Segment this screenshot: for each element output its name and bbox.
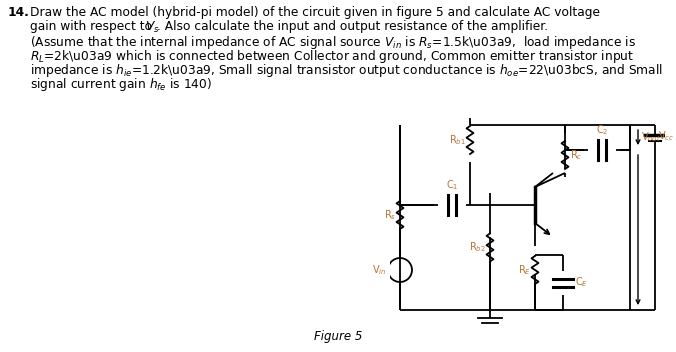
Text: impedance is $h_{ie}$=1.2k\u03a9, Small signal transistor output conductance is : impedance is $h_{ie}$=1.2k\u03a9, Small …: [30, 62, 663, 79]
Text: V$_{in}$: V$_{in}$: [372, 263, 386, 277]
Text: V$_{cc}$: V$_{cc}$: [658, 129, 674, 143]
Text: C$_E$: C$_E$: [575, 276, 588, 289]
Text: C$_1$: C$_1$: [445, 178, 458, 192]
Text: $R_L$=2k\u03a9 which is connected between Collector and ground, Common emitter t: $R_L$=2k\u03a9 which is connected betwee…: [30, 48, 634, 65]
Text: C$_2$: C$_2$: [596, 123, 608, 137]
Text: Draw the AC model (hybrid-pi model) of the circuit given in figure 5 and calcula: Draw the AC model (hybrid-pi model) of t…: [30, 6, 600, 19]
Text: R$_{b1}$: R$_{b1}$: [449, 133, 466, 147]
Text: signal current gain $h_{fe}$ is 140): signal current gain $h_{fe}$ is 140): [30, 76, 212, 93]
Text: gain with respect to: gain with respect to: [30, 20, 156, 33]
Text: R$_E$: R$_E$: [518, 263, 531, 277]
Text: Figure 5: Figure 5: [314, 330, 362, 343]
Text: $V_s$: $V_s$: [145, 20, 160, 35]
Text: V$_{out}$: V$_{out}$: [641, 131, 661, 144]
Text: R$_s$: R$_s$: [384, 208, 396, 222]
Text: (Assume that the internal impedance of AC signal source $V_{in}$ is $R_s$=1.5k\u: (Assume that the internal impedance of A…: [30, 34, 636, 51]
Text: . Also calculate the input and output resistance of the amplifier.: . Also calculate the input and output re…: [157, 20, 548, 33]
Text: R$_{b2}$: R$_{b2}$: [469, 241, 486, 254]
Text: 14.: 14.: [8, 6, 30, 19]
Text: R$_c$: R$_c$: [570, 148, 583, 162]
